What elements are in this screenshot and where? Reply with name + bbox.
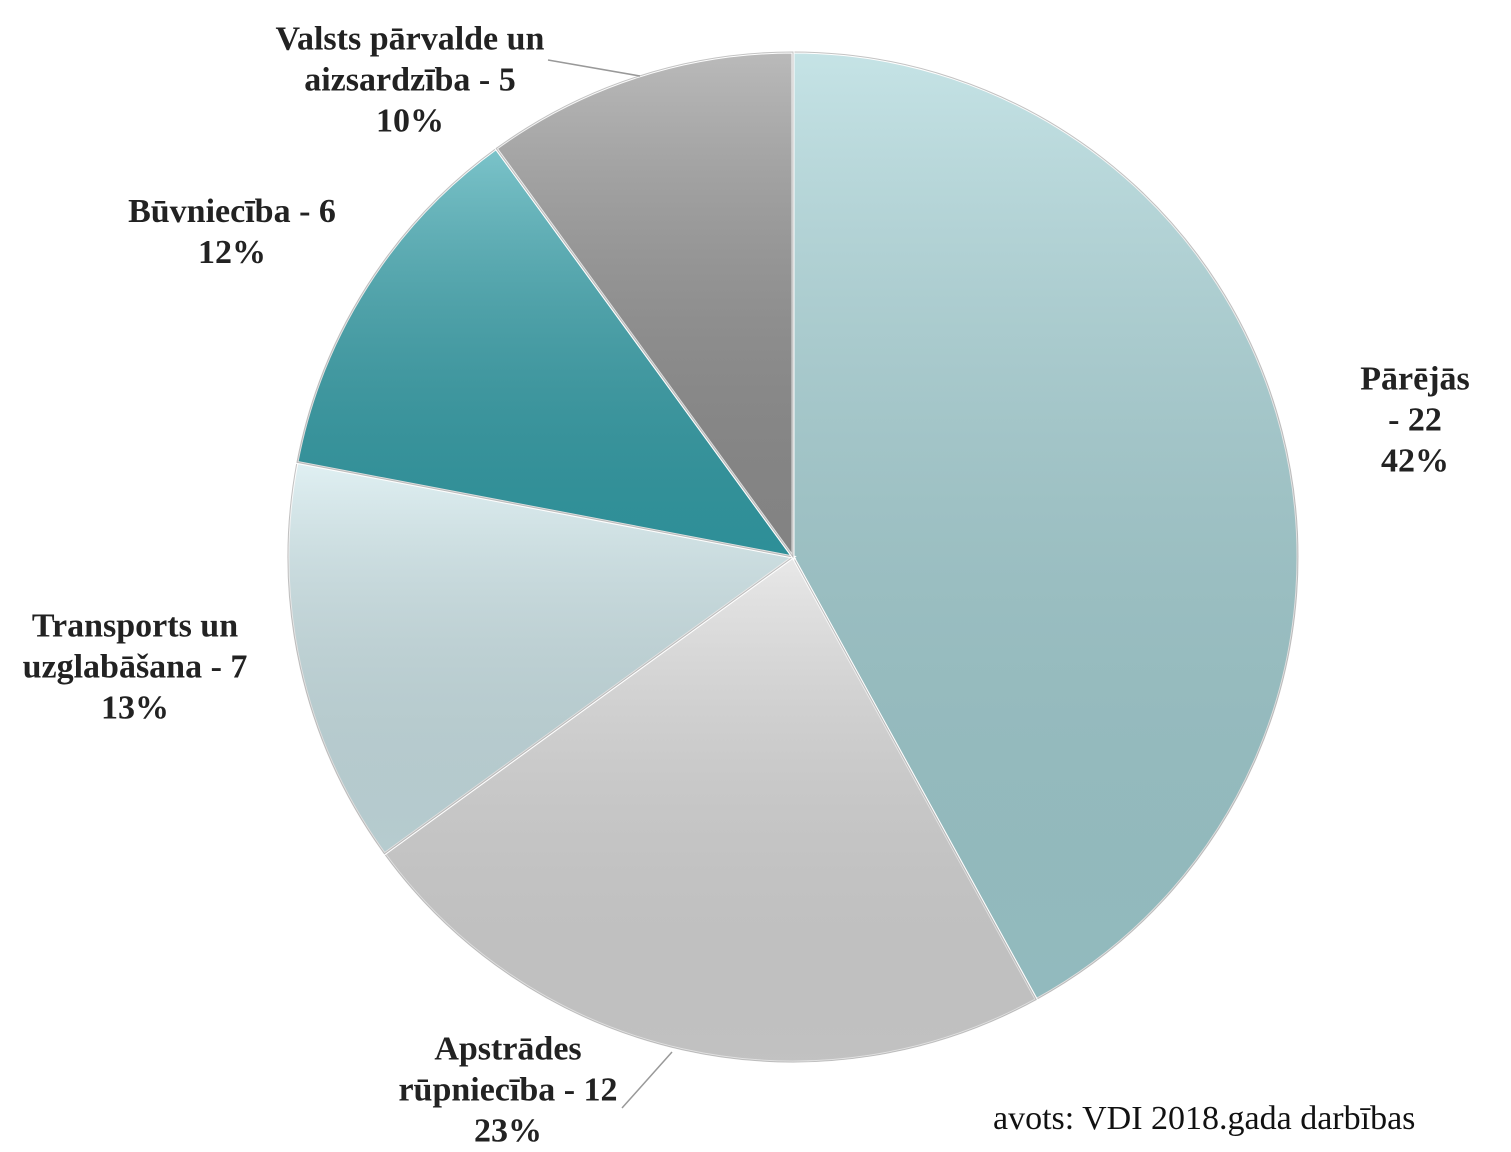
source-note: avots: VDI 2018.gada darbības (993, 1100, 1416, 1137)
slice-label: Apstrādes rūpniecība - 12 23% (398, 1029, 617, 1152)
slice-shade (383, 556, 1037, 1063)
category: Pārējās - 22 (1360, 360, 1470, 439)
leader-line (547, 59, 641, 77)
category: Valsts pārvalde un aizsardzība - 5 (275, 20, 545, 99)
category: Transports un uzglabāšana - 7 (22, 607, 248, 686)
percent: 10% (376, 102, 444, 140)
slice-shade (495, 51, 794, 559)
slice-label: Pārējās - 22 42% (1360, 359, 1470, 482)
slice-label: Transports un uzglabāšana - 7 13% (23, 606, 248, 729)
slice-shade (296, 147, 795, 558)
slice-label: Valsts pārvalde un aizsardzība - 5 10% (276, 19, 545, 142)
slice-shade (287, 461, 795, 855)
pie (286, 50, 1300, 1064)
percent: 42% (1380, 442, 1449, 480)
category: Apstrādes rūpniecība - 12 (398, 1030, 618, 1109)
slice-label: Būvniecība - 6 12% (128, 191, 336, 273)
slice-shade (792, 51, 1299, 1001)
percent: 12% (198, 234, 266, 271)
category: Būvniecība - 6 (128, 193, 336, 230)
percent: 13% (100, 689, 169, 727)
leader-line (621, 1051, 673, 1109)
percent: 23% (474, 1112, 542, 1150)
